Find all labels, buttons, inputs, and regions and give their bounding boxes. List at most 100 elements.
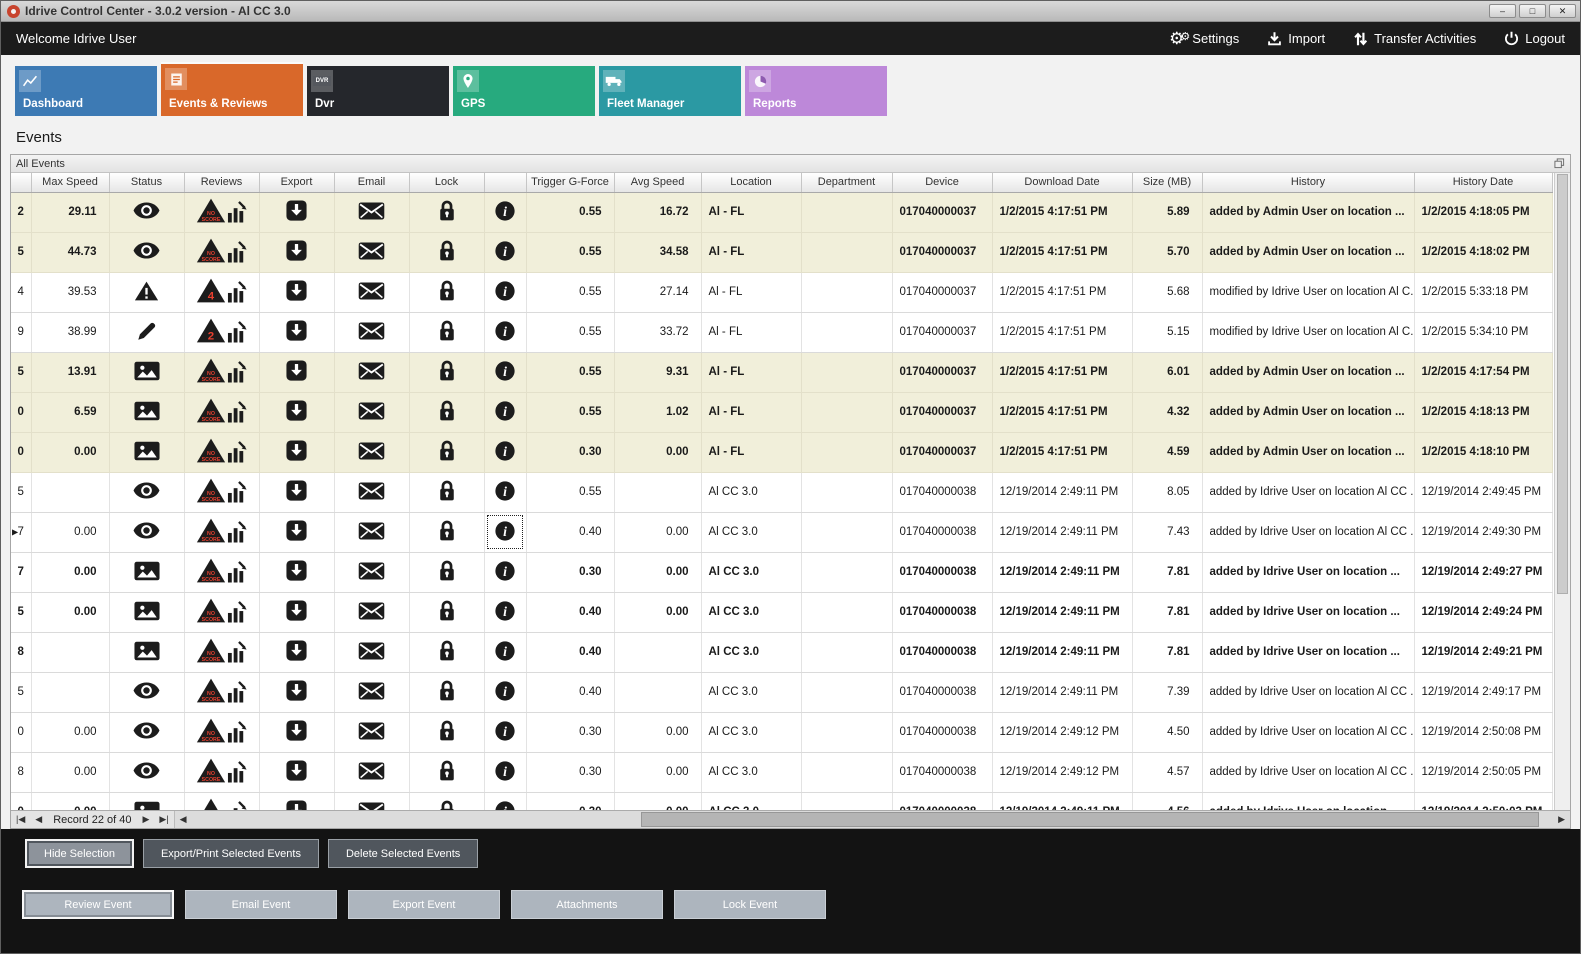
- lock-cell[interactable]: [409, 472, 485, 513]
- info-cell[interactable]: i: [484, 592, 527, 633]
- tab-fleet-manager[interactable]: Fleet Manager: [599, 66, 741, 116]
- row-header-cell[interactable]: ▶ 0: [11, 432, 32, 473]
- export-cell[interactable]: [259, 272, 335, 313]
- table-row[interactable]: ▶ 8 NO SCORE: [11, 632, 1553, 673]
- export-cell[interactable]: [259, 472, 335, 513]
- table-row[interactable]: ▶ 2 29.11 NO SCORE: [11, 192, 1553, 233]
- reviews-cell[interactable]: NO SCORE: [184, 552, 260, 593]
- scroll-left-button[interactable]: ◀: [179, 814, 187, 824]
- export-cell[interactable]: [259, 792, 335, 810]
- export-cell[interactable]: [259, 512, 335, 553]
- export-cell[interactable]: [259, 712, 335, 753]
- info-cell[interactable]: i: [484, 792, 527, 810]
- export-cell[interactable]: [259, 312, 335, 353]
- email-cell[interactable]: [334, 632, 410, 673]
- maximize-button[interactable]: □: [1519, 4, 1546, 18]
- export-cell[interactable]: [259, 632, 335, 673]
- tab-reports[interactable]: Reports: [745, 66, 887, 116]
- row-header-cell[interactable]: ▶ 7: [11, 552, 32, 593]
- email-cell[interactable]: [334, 472, 410, 513]
- row-header-cell[interactable]: ▶ 5: [11, 472, 32, 513]
- info-cell[interactable]: i: [484, 392, 527, 433]
- email-cell[interactable]: [334, 552, 410, 593]
- column-header[interactable]: Location: [701, 173, 802, 193]
- reviews-cell[interactable]: NO SCORE: [184, 392, 260, 433]
- first-record-button[interactable]: |◀: [16, 814, 26, 824]
- reviews-cell[interactable]: NO SCORE: [184, 432, 260, 473]
- button-export-event[interactable]: Export Event: [348, 890, 500, 919]
- email-cell[interactable]: [334, 432, 410, 473]
- button-attachments[interactable]: Attachments: [511, 890, 663, 919]
- column-header[interactable]: Reviews: [184, 173, 260, 193]
- button-email-event[interactable]: Email Event: [185, 890, 337, 919]
- info-cell[interactable]: i: [484, 192, 527, 233]
- info-cell[interactable]: i: [484, 512, 527, 553]
- email-cell[interactable]: [334, 272, 410, 313]
- tab-events-reviews[interactable]: Events & Reviews: [161, 62, 303, 116]
- column-header[interactable]: Email: [334, 173, 410, 193]
- reviews-cell[interactable]: NO SCORE: [184, 472, 260, 513]
- row-header-cell[interactable]: ▶ 2: [11, 192, 32, 233]
- reviews-cell[interactable]: NO SCORE: [184, 672, 260, 713]
- lock-cell[interactable]: [409, 752, 485, 793]
- reviews-cell[interactable]: NO SCORE: [184, 352, 260, 393]
- column-header[interactable]: Status: [109, 173, 185, 193]
- table-row[interactable]: ▶ 8 0.00 NO SCORE: [11, 752, 1553, 793]
- column-header[interactable]: History Date: [1414, 173, 1553, 193]
- lock-cell[interactable]: [409, 312, 485, 353]
- column-header[interactable]: Department: [801, 173, 893, 193]
- lock-cell[interactable]: [409, 672, 485, 713]
- transfer-activities-button[interactable]: Transfer Activities: [1353, 31, 1476, 47]
- table-row[interactable]: ▶ 7 0.00 NO SCORE: [11, 552, 1553, 593]
- column-header[interactable]: Export: [259, 173, 335, 193]
- table-row[interactable]: ▶ 9 38.99 2: [11, 312, 1553, 353]
- export-cell[interactable]: [259, 432, 335, 473]
- tab-dvr[interactable]: DVR Dvr: [307, 66, 449, 116]
- reviews-cell[interactable]: NO SCORE: [184, 512, 260, 553]
- email-cell[interactable]: [334, 512, 410, 553]
- info-cell[interactable]: i: [484, 672, 527, 713]
- lock-cell[interactable]: [409, 392, 485, 433]
- export-cell[interactable]: [259, 592, 335, 633]
- info-cell[interactable]: i: [484, 352, 527, 393]
- settings-button[interactable]: ⚙⚙ Settings: [1169, 29, 1239, 49]
- table-row[interactable]: ▶ 5 NO SCORE: [11, 672, 1553, 713]
- table-row[interactable]: ▶ 0 6.59 NO SCORE: [11, 392, 1553, 433]
- reviews-cell[interactable]: 2: [184, 312, 260, 353]
- lock-cell[interactable]: [409, 272, 485, 313]
- column-header[interactable]: Max Speed: [31, 173, 110, 193]
- info-cell[interactable]: i: [484, 432, 527, 473]
- info-cell[interactable]: i: [484, 752, 527, 793]
- reviews-cell[interactable]: 4: [184, 272, 260, 313]
- horizontal-scroll-track[interactable]: [191, 811, 1554, 828]
- lock-cell[interactable]: [409, 192, 485, 233]
- info-cell[interactable]: i: [484, 472, 527, 513]
- export-cell[interactable]: [259, 232, 335, 273]
- row-header-cell[interactable]: ▶ 4: [11, 272, 32, 313]
- reviews-cell[interactable]: NO SCORE: [184, 232, 260, 273]
- column-header[interactable]: Avg Speed: [614, 173, 702, 193]
- button-lock-event[interactable]: Lock Event: [674, 890, 826, 919]
- row-header-cell[interactable]: ▶ 0: [11, 792, 32, 810]
- import-button[interactable]: Import: [1267, 31, 1325, 46]
- row-header-cell[interactable]: ▶ 0: [11, 712, 32, 753]
- column-header[interactable]: Lock: [409, 173, 485, 193]
- info-cell[interactable]: i: [484, 232, 527, 273]
- lock-cell[interactable]: [409, 552, 485, 593]
- tab-gps[interactable]: GPS: [453, 66, 595, 116]
- horizontal-scrollbar[interactable]: ◀ ▶: [173, 811, 1570, 828]
- row-header-cell[interactable]: ▶ 9: [11, 312, 32, 353]
- vertical-scrollbar[interactable]: [1554, 173, 1570, 810]
- email-cell[interactable]: [334, 232, 410, 273]
- reviews-cell[interactable]: NO SCORE: [184, 592, 260, 633]
- table-row[interactable]: ▶ 0 0.00 NO SCORE: [11, 792, 1553, 810]
- table-row[interactable]: ▶ 5 13.91 NO SCORE: [11, 352, 1553, 393]
- button-hide-selection[interactable]: Hide Selection: [25, 839, 134, 868]
- email-cell[interactable]: [334, 672, 410, 713]
- button-delete-selected-events[interactable]: Delete Selected Events: [327, 839, 479, 868]
- export-cell[interactable]: [259, 552, 335, 593]
- column-header[interactable]: [11, 173, 32, 193]
- row-header-cell[interactable]: ▶ 5: [11, 352, 32, 393]
- email-cell[interactable]: [334, 392, 410, 433]
- close-button[interactable]: ✕: [1549, 4, 1576, 18]
